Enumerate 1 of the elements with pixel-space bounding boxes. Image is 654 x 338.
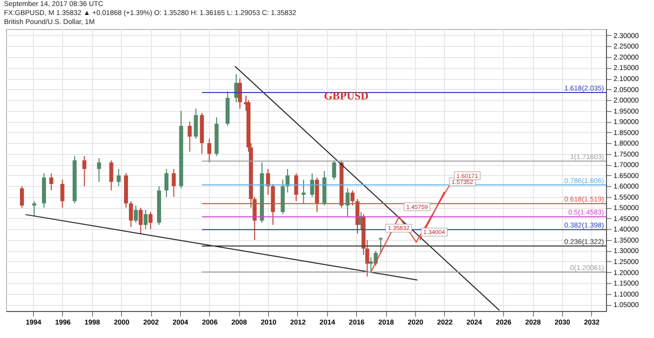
text: GBPUSD: [324, 90, 369, 103]
